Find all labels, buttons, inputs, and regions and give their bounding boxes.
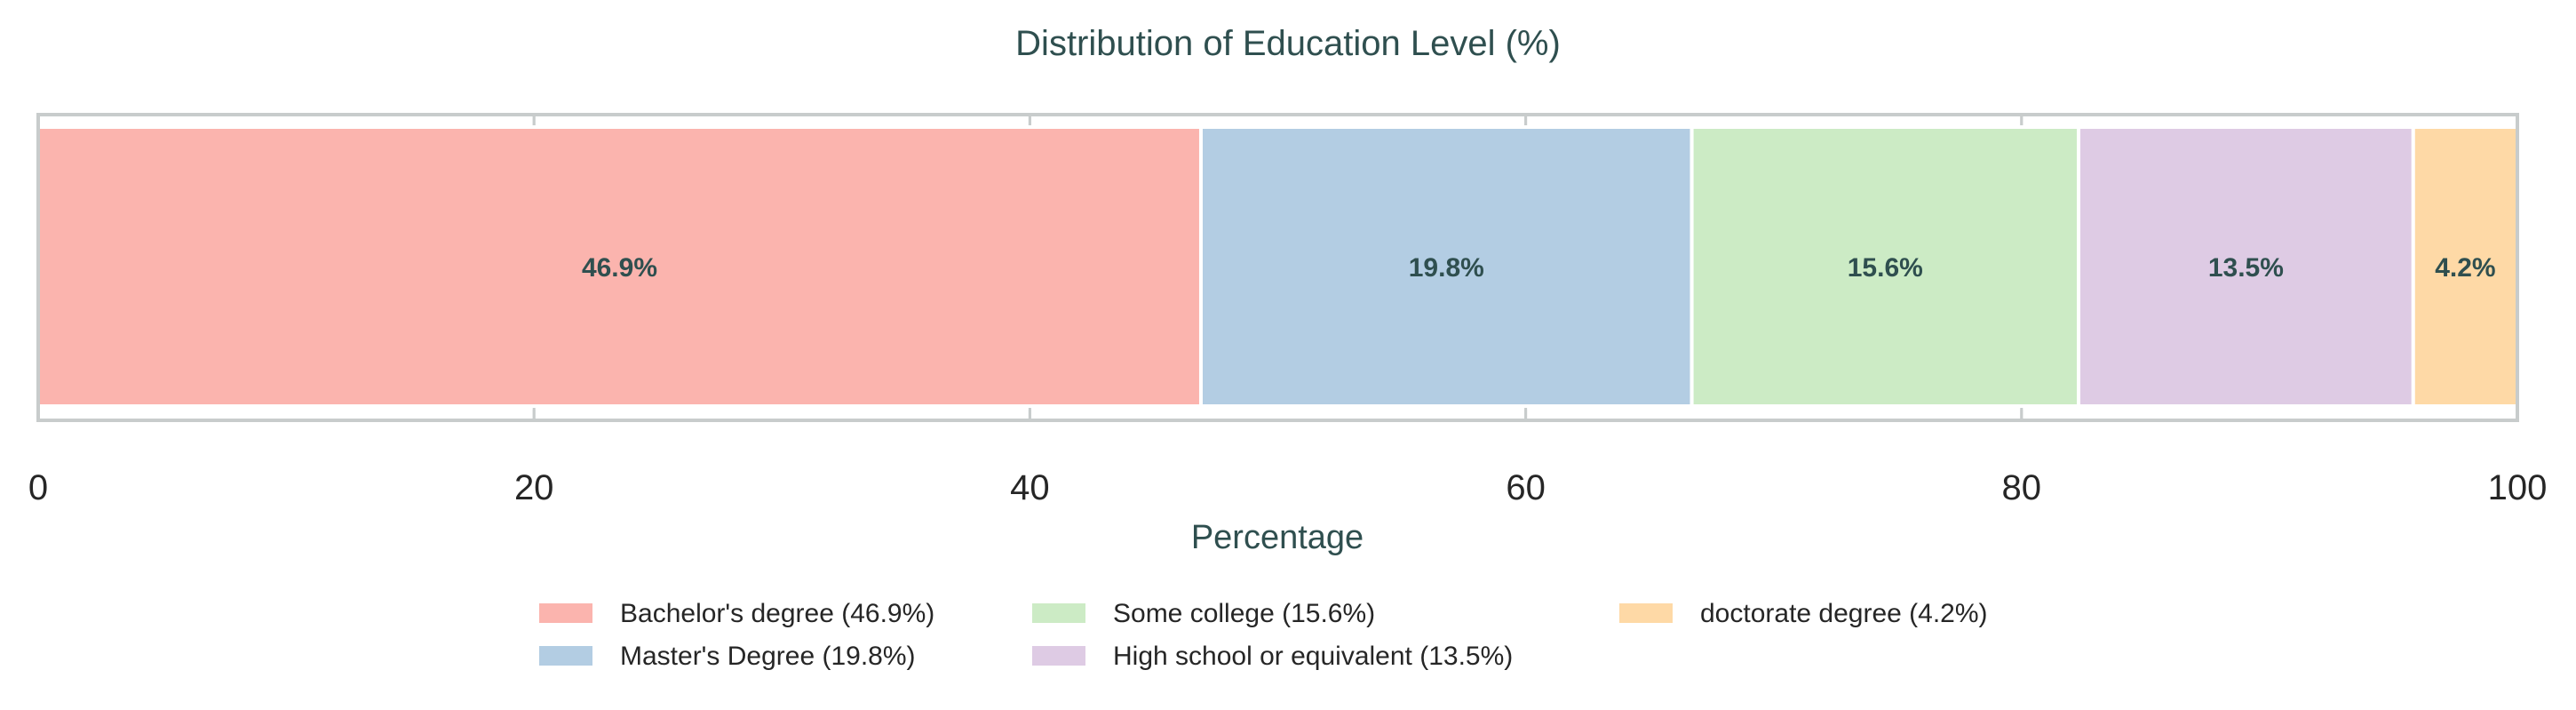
bar-segment — [2076, 125, 2415, 408]
legend-label: High school or equivalent (13.5%) — [1113, 642, 1513, 671]
x-tick-label: 60 — [1506, 468, 1546, 507]
legend-swatch — [1032, 603, 1085, 623]
bar-segment — [36, 125, 1203, 408]
legend-label: Some college (15.6%) — [1113, 599, 1375, 628]
x-axis-ticks: 0 20 40 60 80 100 — [28, 115, 2548, 507]
legend-swatch — [539, 603, 592, 623]
x-tick-label: 20 — [514, 468, 554, 507]
bar-segment — [2411, 125, 2520, 408]
bar-value-label: 15.6% — [1848, 253, 1923, 283]
plot-frame — [36, 113, 2519, 422]
bar-value-label: 4.2% — [2435, 253, 2495, 283]
x-axis-label: Percentage — [1191, 519, 1364, 556]
legend-swatch — [1619, 603, 1673, 623]
legend-label: Master's Degree (19.8%) — [620, 642, 916, 671]
legend-label: doctorate degree (4.2%) — [1700, 599, 1988, 628]
x-tick-label: 80 — [2002, 468, 2042, 507]
bars: 46.9% 19.8% 15.6% 13.5% 4.2% — [36, 125, 2520, 408]
x-tick-label: 40 — [1010, 468, 1050, 507]
legend-label: Bachelor's degree (46.9%) — [620, 599, 934, 628]
legend-swatch — [539, 646, 592, 666]
legend: Bachelor's degree (46.9%) Master's Degree… — [539, 599, 1988, 671]
x-tick-label: 0 — [28, 468, 48, 507]
x-tick-label: 100 — [2488, 468, 2548, 507]
bar-value-label: 13.5% — [2208, 253, 2284, 283]
chart-title: Distribution of Education Level (%) — [1015, 24, 1561, 63]
legend-swatch — [1032, 646, 1085, 666]
bar-value-label: 46.9% — [582, 253, 657, 283]
bar-value-label: 19.8% — [1409, 253, 1484, 283]
